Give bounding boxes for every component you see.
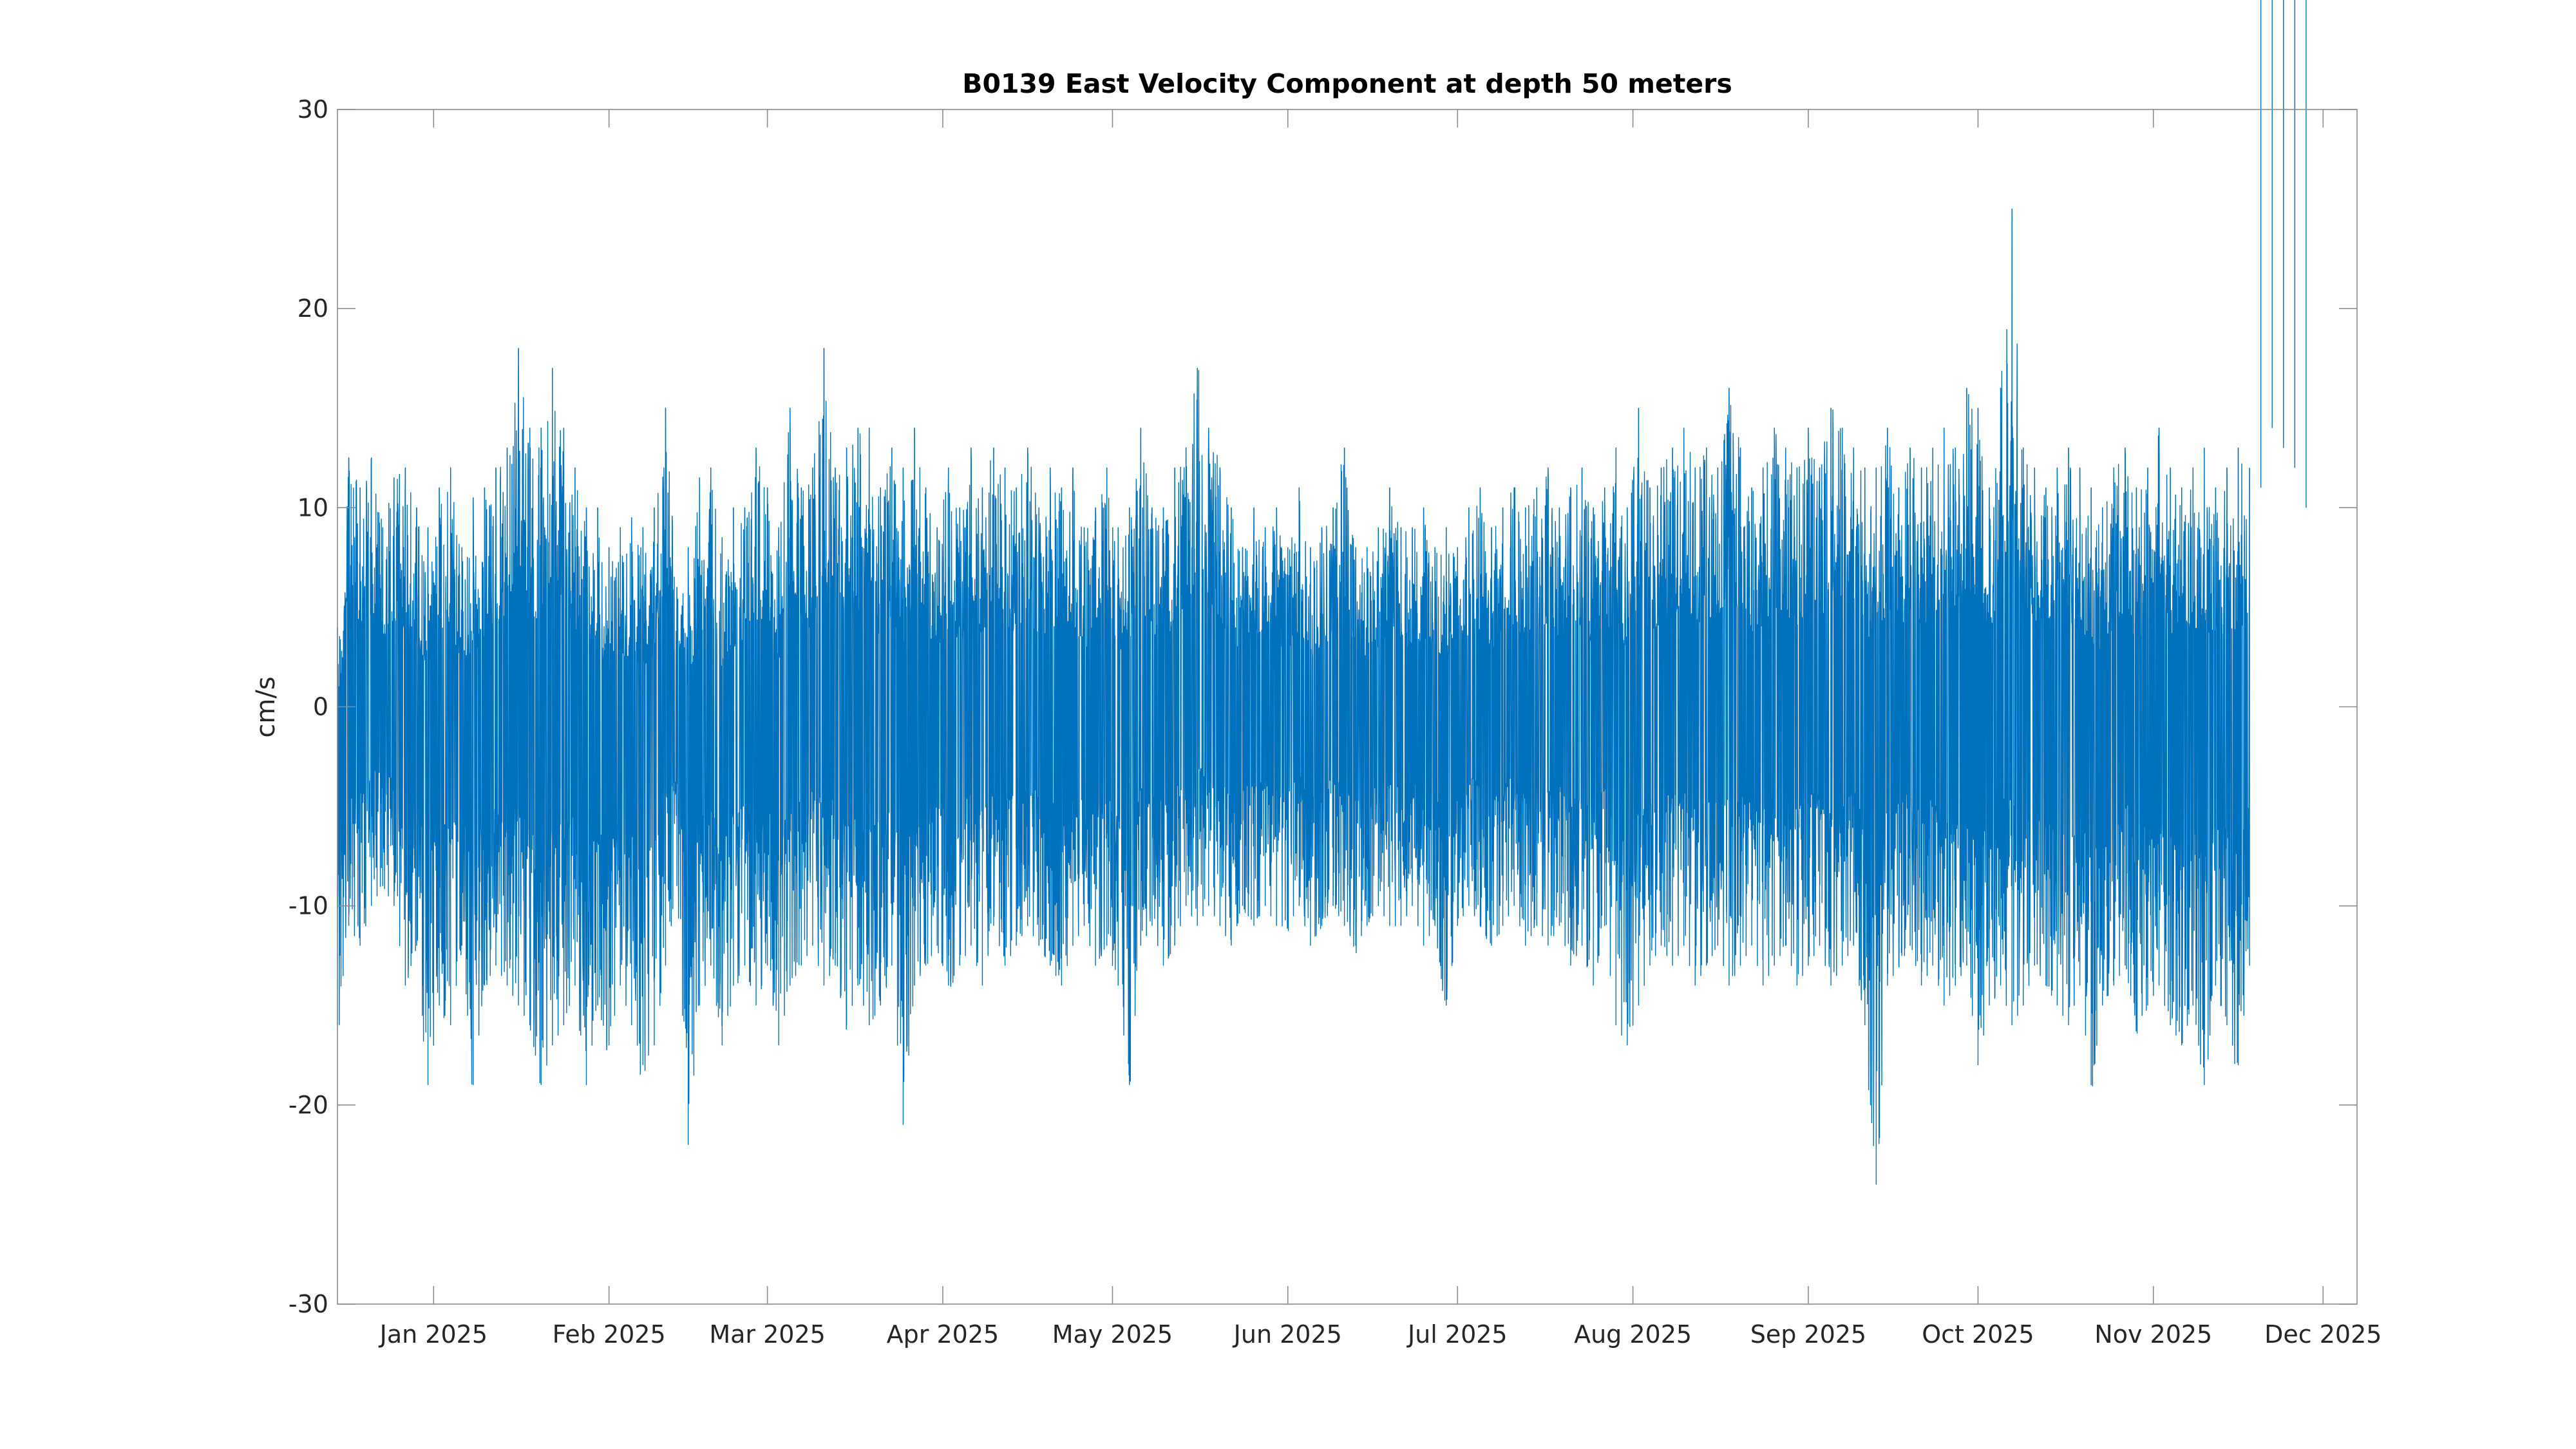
- x-tick-label: Aug 2025: [1574, 1320, 1692, 1349]
- y-axis-label: cm/s: [251, 676, 281, 737]
- y-tick-label: -20: [289, 1091, 328, 1119]
- axis-label-layer: -30 -20 -10 0 10 20 30 Jan 2025 Feb 2025 Mar 2025…: [289, 95, 2382, 1349]
- x-tick-label: Apr 2025: [887, 1320, 999, 1349]
- y-tick-label: -30: [289, 1290, 328, 1318]
- x-tick-label: Jul 2025: [1406, 1320, 1508, 1349]
- x-tick-label: Mar 2025: [709, 1320, 825, 1349]
- y-tick-label: 10: [298, 493, 328, 522]
- axis-tick-layer: [337, 109, 2357, 1305]
- x-tick-label: Oct 2025: [1922, 1320, 2034, 1349]
- y-tick-label: -10: [289, 892, 328, 920]
- x-tick-label: Sep 2025: [1750, 1320, 1866, 1349]
- x-tick-label: Jun 2025: [1233, 1320, 1342, 1349]
- velocity-series-line: [337, 208, 2250, 1146]
- y-tick-label: 20: [298, 294, 328, 323]
- x-tick-label: Feb 2025: [553, 1320, 666, 1349]
- y-tick-label: 0: [313, 693, 328, 721]
- y-tick-label: 30: [298, 95, 328, 124]
- chart-title: B0139 East Velocity Component at depth 5…: [962, 68, 1732, 99]
- x-tick-label: May 2025: [1052, 1320, 1173, 1349]
- x-tick-label: Dec 2025: [2264, 1320, 2382, 1349]
- velocity-series-layer: [337, 0, 2307, 1185]
- x-tick-label: Nov 2025: [2094, 1320, 2212, 1349]
- x-tick-label: Jan 2025: [379, 1320, 488, 1349]
